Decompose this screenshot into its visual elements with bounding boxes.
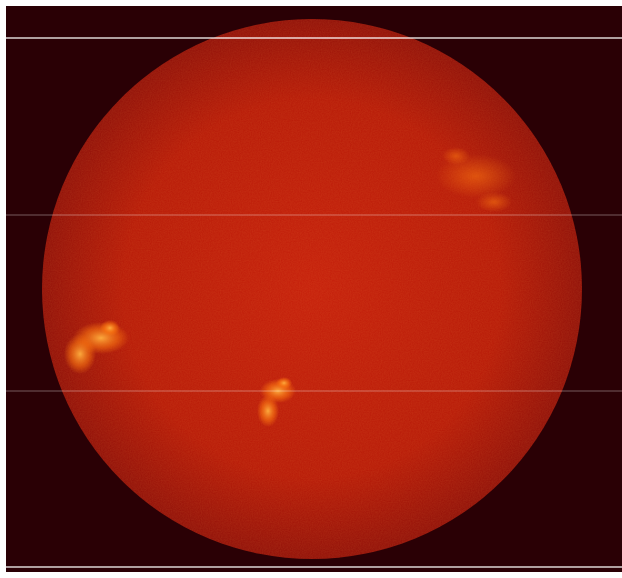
chromospheric-texture: [42, 19, 582, 559]
plage-east-limb: [64, 320, 129, 374]
plage-west-upper: [436, 147, 516, 212]
solar-image: [6, 6, 622, 572]
solar-image-frame: [6, 6, 622, 572]
